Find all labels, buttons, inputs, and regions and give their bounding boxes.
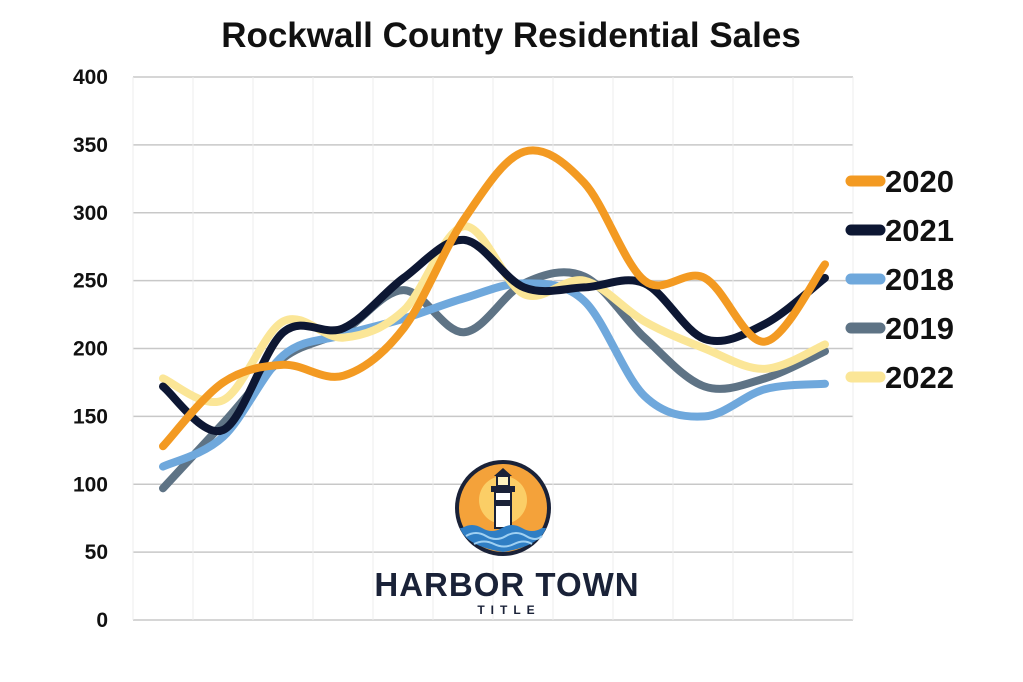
legend-label-2021: 2021 bbox=[885, 213, 954, 248]
y-tick-label: 100 bbox=[73, 473, 108, 496]
y-tick-label: 400 bbox=[73, 66, 108, 89]
y-tick-label: 50 bbox=[85, 541, 108, 564]
y-tick-label: 250 bbox=[73, 270, 108, 293]
y-tick-label: 0 bbox=[96, 609, 108, 632]
y-tick-label: 300 bbox=[73, 202, 108, 225]
y-tick-label: 150 bbox=[73, 405, 108, 428]
chart-title: Rockwall County Residential Sales bbox=[221, 16, 801, 55]
legend-label-2020: 2020 bbox=[885, 164, 954, 199]
y-tick-label: 350 bbox=[73, 134, 108, 157]
legend-label-2022: 2022 bbox=[885, 360, 954, 395]
series-lines bbox=[159, 146, 829, 493]
series-line-2022 bbox=[159, 222, 829, 406]
y-tick-label: 200 bbox=[73, 338, 108, 361]
logo-name: HARBOR TOWN bbox=[374, 566, 639, 603]
series-line-2021 bbox=[159, 235, 829, 436]
lighthouse-icon bbox=[455, 460, 551, 556]
legend-label-2019: 2019 bbox=[885, 311, 954, 346]
series-line-2018 bbox=[159, 279, 829, 471]
harbor-town-logo: HARBOR TOWN TITLE bbox=[374, 460, 639, 617]
series-line-2020 bbox=[159, 146, 829, 451]
legend-label-2018: 2018 bbox=[885, 262, 954, 297]
legend: 2020 2021 2018 2019 2022 bbox=[845, 164, 954, 395]
logo-subtitle: TITLE bbox=[477, 603, 540, 617]
y-axis-ticks: 0 50 100 150 200 250 300 350 400 bbox=[73, 66, 108, 632]
